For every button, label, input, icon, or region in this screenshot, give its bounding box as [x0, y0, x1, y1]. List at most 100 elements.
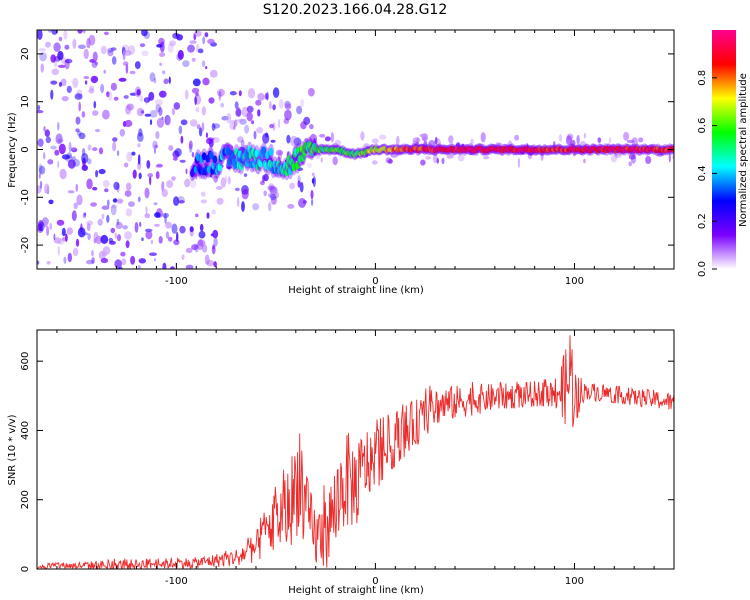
spectrogram-signal-point — [209, 151, 214, 160]
spectrogram-noise-blob — [90, 75, 99, 84]
spectrogram-noise-blob — [267, 185, 274, 191]
spectrogram-noise-blob — [110, 204, 117, 216]
colorbar-label: Normalized spectral amplitude — [738, 73, 749, 227]
spectrogram-noise-blob — [176, 231, 179, 242]
spectrogram-noise-blob — [171, 176, 176, 181]
spectrogram-noise-blob — [162, 262, 167, 269]
spectrogram-noise-blob — [120, 251, 126, 257]
spectrogram-noise-blob — [159, 90, 167, 98]
spectrogram-noise-blob — [122, 225, 128, 230]
spectrogram-noise-blob — [53, 233, 56, 241]
spectrogram-noise-blob — [213, 237, 218, 247]
spectrogram-signal-point — [254, 149, 259, 158]
spectrogram-noise-blob — [583, 158, 586, 164]
spectrogram-noise-blob — [226, 166, 232, 170]
spectrogram-noise-blob — [102, 246, 111, 255]
spectrogram-noise-blob — [68, 141, 72, 153]
spectrogram-noise-blob — [202, 36, 206, 45]
spectrogram-noise-blob — [67, 252, 73, 263]
spectrogram-noise-blob — [229, 119, 236, 130]
spectrogram-noise-blob — [272, 104, 276, 111]
snr-ylabel: SNR (10 * v/v) — [7, 414, 18, 485]
spectrogram-noise-blob — [206, 212, 210, 219]
spectrogram-noise-blob — [117, 150, 120, 157]
spectrogram-noise-blob — [162, 212, 170, 218]
snr-marks — [37, 335, 674, 569]
spectrogram-noise-blob — [112, 198, 118, 203]
spectrogram-noise-blob — [77, 44, 86, 50]
spectrogram-noise-blob — [37, 219, 44, 229]
spectrogram-noise-blob — [71, 210, 77, 222]
spectrogram-noise-blob — [60, 78, 67, 87]
spectrogram-noise-blob — [628, 161, 632, 167]
spectrogram-noise-blob — [262, 133, 270, 144]
spectrogram-noise-blob — [39, 180, 43, 189]
spectrogram-noise-blob — [89, 85, 95, 91]
spectrogram-noise-blob — [49, 222, 52, 230]
spectrogram-noise-blob — [179, 159, 186, 163]
spectrogram-noise-blob — [165, 221, 172, 229]
spectrogram-noise-blob — [124, 231, 132, 240]
spectrogram-signal-point — [217, 163, 222, 172]
spectrogram-noise-blob — [134, 221, 139, 233]
spectrogram-noise-blob — [155, 131, 160, 140]
spectrogram-noise-blob — [152, 140, 158, 150]
spectrogram-noise-blob — [106, 91, 110, 98]
spectrogram-noise-blob — [59, 168, 67, 180]
spectrogram-noise-blob — [205, 132, 208, 138]
spectrogram-signal-point — [245, 159, 250, 168]
spectrogram-signal-point — [261, 146, 267, 155]
snr-xlabel: Height of straight line (km) — [288, 585, 424, 596]
colorbar-ticks: 0.0 0.2 0.4 0.6 0.8 — [697, 70, 717, 277]
spectrogram-noise-blob — [189, 119, 198, 127]
spectrogram-noise-blob — [137, 265, 141, 269]
spectrogram-noise-blob — [128, 45, 136, 55]
spectrogram-signal-point — [258, 159, 263, 168]
spectrogram-noise-blob — [434, 136, 438, 145]
spectrogram-noise-blob — [95, 170, 99, 178]
spectrogram-noise-blob — [324, 136, 331, 142]
spectrogram-noise-blob — [98, 147, 104, 155]
spectrogram-noise-blob — [185, 247, 193, 254]
spectrogram-noise-blob — [50, 80, 58, 85]
spectrogram-noise-blob — [243, 173, 248, 177]
spectrogram-noise-blob — [81, 111, 86, 118]
spectrogram-noise-blob — [73, 202, 78, 210]
spectrogram-noise-blob — [122, 49, 126, 61]
spectrogram-noise-blob — [39, 165, 46, 175]
spectrogram-noise-blob — [149, 175, 152, 186]
spectrogram-noise-blob — [75, 116, 81, 125]
spectrogram-noise-blob — [136, 89, 141, 96]
spectrogram-noise-blob — [257, 92, 265, 101]
spectrogram-noise-blob — [37, 30, 43, 40]
spectrogram-noise-blob — [57, 121, 60, 131]
spectrogram-noise-blob — [448, 135, 454, 144]
spectrogram-noise-blob — [74, 93, 83, 100]
spectrogram-noise-blob — [268, 193, 273, 198]
spectrogram-noise-blob — [296, 105, 303, 115]
spectrogram-noise-blob — [53, 42, 61, 52]
spectrogram-noise-blob — [191, 87, 200, 94]
spectrogram-noise-blob — [83, 76, 90, 80]
spectrogram-noise-blob — [237, 118, 245, 123]
spectrogram-noise-blob — [53, 237, 62, 244]
spectrogram-noise-blob — [61, 154, 70, 160]
spectrogram-noise-blob — [169, 40, 177, 47]
spectrogram-noise-blob — [284, 109, 292, 121]
spectrogram-noise-blob — [63, 30, 68, 40]
spectrogram-noise-blob — [72, 77, 79, 88]
spectrogram-noise-blob — [446, 154, 455, 159]
spectrogram-noise-blob — [168, 236, 173, 242]
spectrogram-noise-blob — [311, 178, 315, 184]
spectrogram-noise-blob — [270, 196, 277, 205]
spectrogram-noise-blob — [54, 149, 60, 156]
spectrogram-noise-blob — [144, 213, 151, 219]
spectrogram-noise-blob — [47, 159, 54, 165]
spectrogram-noise-blob — [98, 168, 106, 175]
spectrogram-signal-point — [296, 146, 301, 155]
spectrogram-noise-blob — [208, 97, 215, 104]
spectrogram-noise-blob — [37, 104, 41, 111]
spectrogram-noise-blob — [202, 77, 210, 86]
spectrogram-noise-blob — [43, 152, 46, 160]
spectrogram-noise-blob — [205, 66, 208, 70]
